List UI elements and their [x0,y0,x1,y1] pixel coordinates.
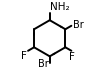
Text: F: F [21,51,26,61]
Text: Br: Br [38,59,49,69]
Text: Br: Br [73,20,84,30]
Text: NH₂: NH₂ [50,2,70,12]
Text: F: F [69,52,75,62]
